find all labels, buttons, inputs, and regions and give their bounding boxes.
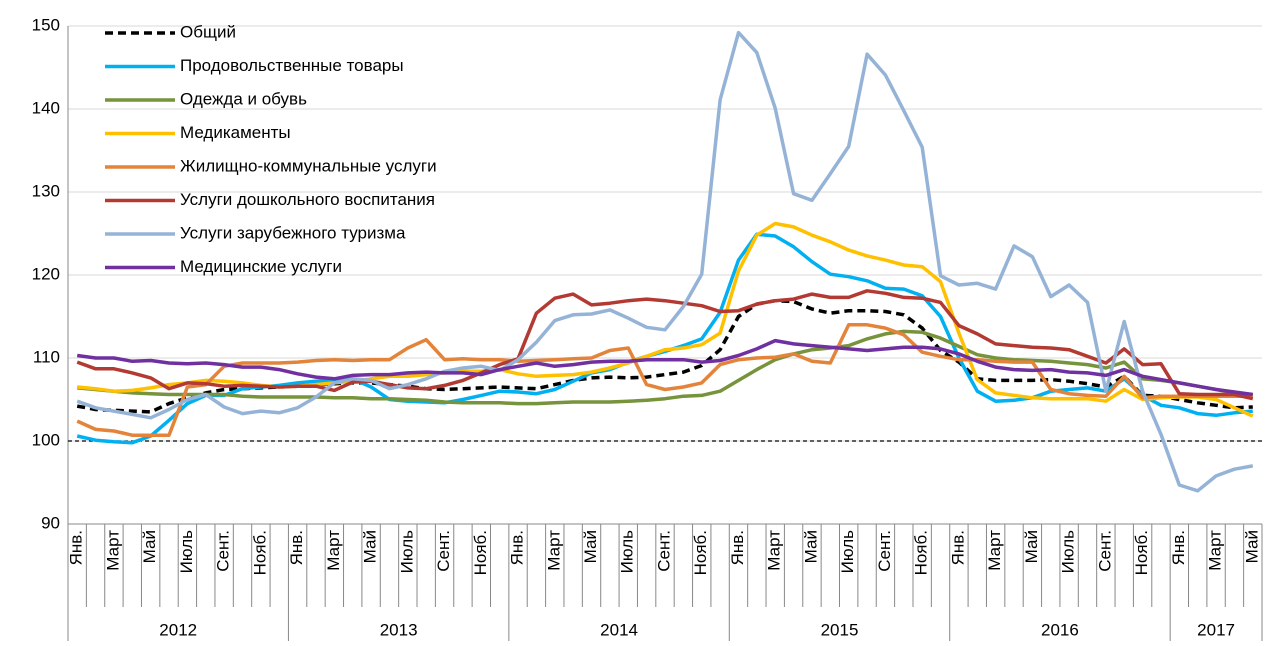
x-tick-label: Янв.: [948, 530, 967, 565]
series-line: [76, 338, 1254, 397]
x-tick-label: Янв.: [728, 530, 747, 565]
x-tick-label: Март: [1206, 530, 1225, 571]
x-tick-label: Сент.: [875, 530, 894, 572]
x-tick-label: Сент.: [434, 530, 453, 572]
legend-label: Услуги дошкольного воспитания: [180, 190, 435, 209]
y-tick-label: 90: [41, 513, 60, 532]
x-tick-label: Сент.: [214, 530, 233, 572]
x-tick-label: Май: [361, 530, 380, 563]
x-tick-label: Март: [324, 530, 343, 571]
x-tick-label: Март: [765, 530, 784, 571]
legend-label: Медицинские услуги: [180, 257, 342, 276]
x-tick-label: Нояб.: [1132, 530, 1151, 575]
series-line: [76, 289, 1254, 401]
x-tick-label: Март: [103, 530, 122, 571]
legend-label: Продовольственные товары: [180, 56, 404, 75]
x-tick-label: Июль: [838, 530, 857, 574]
x-tick-label: Нояб.: [912, 530, 931, 575]
y-tick-label: 120: [32, 264, 60, 283]
legend-label: Общий: [180, 22, 236, 41]
x-tick-label: Май: [1242, 530, 1261, 563]
x-tick-label: Май: [1022, 530, 1041, 563]
x-group-label: 2017: [1197, 620, 1235, 639]
legend-label: Одежда и обувь: [180, 89, 307, 108]
x-group-label: 2015: [821, 620, 859, 639]
x-tick-label: Май: [801, 530, 820, 563]
x-tick-label: Май: [140, 530, 159, 563]
y-tick-label: 100: [32, 430, 60, 449]
x-tick-label: Нояб.: [691, 530, 710, 575]
x-group-label: 2016: [1041, 620, 1079, 639]
x-tick-label: Июль: [177, 530, 196, 574]
x-tick-label: Июль: [1059, 530, 1078, 574]
legend-label: Жилищно-коммунальные услуги: [180, 156, 437, 175]
x-tick-label: Нояб.: [250, 530, 269, 575]
series-line: [77, 329, 1254, 406]
x-group-label: 2014: [600, 620, 638, 639]
y-tick-label: 110: [33, 347, 60, 366]
x-tick-label: Янв.: [67, 530, 86, 565]
x-tick-label: Янв.: [287, 530, 306, 565]
x-tick-label: Июль: [618, 530, 637, 574]
x-group-label: 2013: [380, 620, 418, 639]
x-tick-label: Нояб.: [471, 530, 490, 575]
y-tick-label: 140: [32, 98, 60, 117]
x-tick-label: Март: [985, 530, 1004, 571]
x-tick-label: Сент.: [654, 530, 673, 572]
y-tick-label: 150: [32, 15, 60, 34]
x-tick-label: Сент.: [1095, 530, 1114, 572]
x-tick-label: Май: [581, 530, 600, 563]
legend-label: Услуги зарубежного туризма: [180, 223, 406, 242]
x-tick-label: Март: [544, 530, 563, 571]
series-line: [76, 30, 1254, 493]
x-group-label: 2012: [159, 620, 197, 639]
series-line: [76, 323, 1253, 437]
y-tick-label: 130: [32, 181, 60, 200]
x-tick-label: Янв.: [1169, 530, 1188, 565]
x-tick-label: Июль: [397, 530, 416, 574]
x-tick-label: Янв.: [508, 530, 527, 565]
legend-label: Медикаменты: [180, 123, 291, 142]
